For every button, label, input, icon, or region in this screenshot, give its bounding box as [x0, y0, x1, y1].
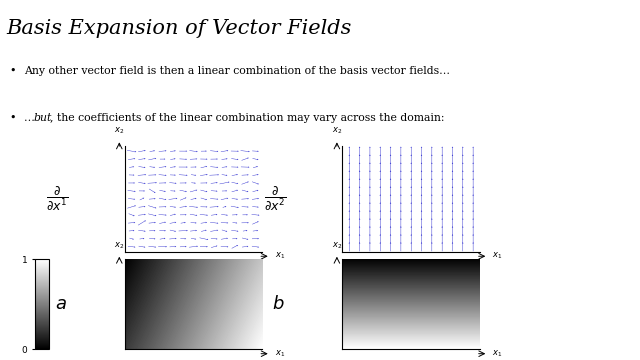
Text: …: …	[24, 113, 35, 123]
Text: , the coefficients of the linear combination may vary across the domain:: , the coefficients of the linear combina…	[50, 113, 444, 123]
Text: •: •	[10, 66, 16, 76]
Text: •: •	[10, 113, 16, 123]
Text: $x_1$: $x_1$	[275, 348, 285, 359]
Text: $b$: $b$	[272, 295, 285, 313]
Text: $x_2$: $x_2$	[332, 126, 342, 136]
Text: $x_1$: $x_1$	[492, 348, 502, 359]
Text: Any other vector field is then a linear combination of the basis vector fields…: Any other vector field is then a linear …	[24, 66, 451, 76]
Text: Basis Expansion of Vector Fields: Basis Expansion of Vector Fields	[6, 19, 352, 38]
Text: $a$: $a$	[55, 295, 67, 313]
Text: but: but	[34, 113, 52, 123]
Text: $x_2$: $x_2$	[332, 240, 342, 251]
Text: $x_1$: $x_1$	[275, 251, 285, 261]
Text: $\dfrac{\partial}{\partial x^2}$: $\dfrac{\partial}{\partial x^2}$	[264, 185, 286, 213]
Text: $\dfrac{\partial}{\partial x^1}$: $\dfrac{\partial}{\partial x^1}$	[47, 185, 68, 213]
Text: $x_2$: $x_2$	[114, 126, 124, 136]
Text: $x_1$: $x_1$	[492, 251, 502, 261]
Text: $x_2$: $x_2$	[114, 240, 124, 251]
